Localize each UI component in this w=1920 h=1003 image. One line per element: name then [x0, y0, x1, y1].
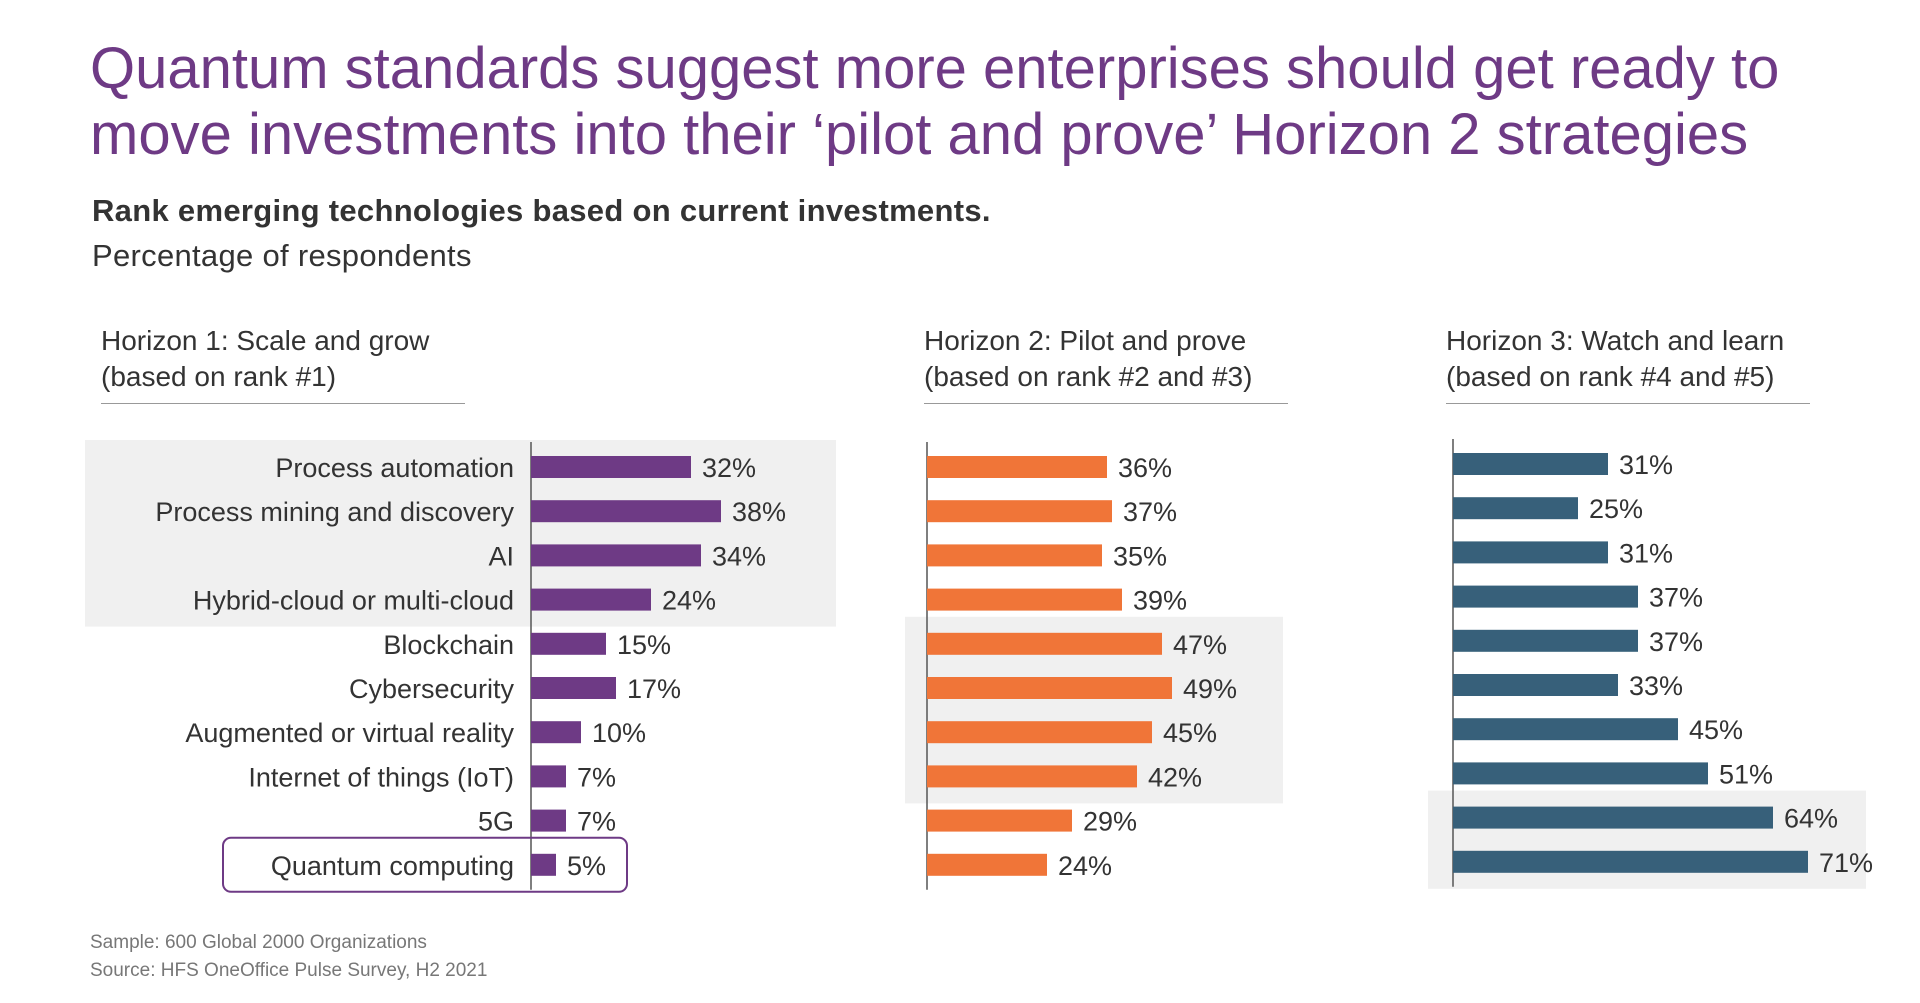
chart-unit-label: Percentage of respondents — [92, 238, 472, 273]
horizon3-bar — [1453, 718, 1678, 741]
horizon2-bar — [927, 544, 1102, 567]
horizon3-bar — [1453, 762, 1708, 785]
horizon2-title: Horizon 2: Pilot and prove — [924, 325, 1247, 356]
horizon2-bar — [927, 853, 1047, 876]
horizon2-value-label: 37% — [1123, 497, 1177, 527]
horizon3-value-label: 31% — [1619, 538, 1673, 568]
horizon3-value-label: 33% — [1629, 671, 1683, 701]
horizon1-bar — [531, 588, 651, 611]
horizon3-bar — [1453, 497, 1578, 520]
horizon3-value-label: 51% — [1719, 759, 1773, 789]
horizon1-bar — [531, 544, 701, 567]
horizon2-value-label: 45% — [1163, 718, 1217, 748]
horizon3-bar — [1453, 674, 1618, 696]
category-label: Hybrid-cloud or multi-cloud — [193, 586, 514, 616]
horizon1-bar — [531, 721, 581, 744]
horizon3-bar — [1453, 541, 1608, 564]
category-label: Quantum computing — [271, 851, 514, 881]
horizon1-value-label: 38% — [732, 497, 786, 527]
horizon3-value-label: 37% — [1649, 583, 1703, 613]
horizon1-bar — [531, 677, 616, 699]
title-line-2: move investments into their ‘pilot and p… — [90, 102, 1749, 167]
horizon1-rule — [101, 403, 465, 404]
horizon3-value-label: 64% — [1784, 804, 1838, 834]
title-line-1: Quantum standards suggest more enterpris… — [90, 36, 1780, 101]
horizon2-value-label: 29% — [1083, 807, 1137, 837]
horizon1-value-label: 7% — [577, 807, 616, 837]
horizon3-bar — [1453, 806, 1773, 829]
horizon3-value-label: 31% — [1619, 450, 1673, 480]
category-label: Process automation — [275, 453, 514, 483]
horizon1-value-label: 15% — [617, 630, 671, 660]
horizon1-value-label: 5% — [567, 851, 606, 881]
horizon2-value-label: 35% — [1113, 541, 1167, 571]
horizon2-value-label: 49% — [1183, 674, 1237, 704]
horizon1-bar — [531, 853, 556, 876]
horizon2-value-label: 39% — [1133, 586, 1187, 616]
horizon2-value-label: 47% — [1173, 630, 1227, 660]
horizon2-header: Horizon 2: Pilot and prove (based on ran… — [924, 323, 1288, 404]
horizon3-title: Horizon 3: Watch and learn — [1446, 325, 1785, 356]
page-title: Quantum standards suggest more enterpris… — [90, 36, 1890, 168]
horizon2-bar — [927, 588, 1122, 611]
horizon2-bar — [927, 456, 1107, 478]
horizon1-value-label: 24% — [662, 586, 716, 616]
horizon3-value-label: 45% — [1689, 715, 1743, 745]
horizon1-bar — [531, 456, 691, 478]
horizon3-bar — [1453, 453, 1608, 475]
horizon2-bar — [927, 500, 1112, 523]
category-label: Internet of things (IoT) — [248, 762, 514, 792]
horizon2-bar — [927, 721, 1152, 744]
horizon1-value-label: 10% — [592, 718, 646, 748]
horizon3-bar — [1453, 585, 1638, 608]
horizon1-value-label: 7% — [577, 762, 616, 792]
horizon1-header: Horizon 1: Scale and grow (based on rank… — [101, 323, 465, 404]
horizon3-subtitle: (based on rank #4 and #5) — [1446, 361, 1775, 392]
horizon1-title: Horizon 1: Scale and grow — [101, 325, 430, 356]
horizon2-subtitle: (based on rank #2 and #3) — [924, 361, 1253, 392]
horizon2-value-label: 24% — [1058, 851, 1112, 881]
horizon2-bar — [927, 809, 1072, 832]
category-label: 5G — [478, 807, 514, 837]
horizon3-header: Horizon 3: Watch and learn (based on ran… — [1446, 323, 1810, 404]
horizon3-value-label: 25% — [1589, 494, 1643, 524]
horizon1-bar — [531, 632, 606, 655]
horizon1-bar — [531, 765, 566, 788]
horizon2-bar — [927, 632, 1162, 655]
horizon3-bar — [1453, 629, 1638, 652]
category-label: AI — [488, 541, 514, 571]
category-label: Cybersecurity — [349, 674, 515, 704]
horizon3-bar — [1453, 850, 1808, 873]
horizon1-highlight — [85, 440, 836, 627]
footnote-source: Source: HFS OneOffice Pulse Survey, H2 2… — [90, 960, 488, 981]
footnote-sample: Sample: 600 Global 2000 Organizations — [90, 932, 427, 953]
horizon3-value-label: 71% — [1819, 848, 1873, 878]
category-label: Process mining and discovery — [155, 497, 514, 527]
horizon1-value-label: 34% — [712, 541, 766, 571]
quantum-computing-callout-box — [222, 836, 628, 893]
horizon2-bar — [927, 677, 1172, 699]
horizon3-value-label: 37% — [1649, 627, 1703, 657]
horizon2-bar — [927, 765, 1137, 788]
horizon2-rule — [924, 403, 1288, 404]
horizon1-subtitle: (based on rank #1) — [101, 361, 337, 392]
horizon3-rule — [1446, 403, 1810, 404]
category-label: Blockchain — [383, 630, 514, 660]
chart-subtitle: Rank emerging technologies based on curr… — [92, 193, 991, 228]
category-label: Augmented or virtual reality — [185, 718, 514, 748]
horizon1-value-label: 17% — [627, 674, 681, 704]
horizon1-value-label: 32% — [702, 453, 756, 483]
horizon1-bar — [531, 809, 566, 832]
horizon1-bar — [531, 500, 721, 523]
horizon2-value-label: 42% — [1148, 762, 1202, 792]
horizon2-value-label: 36% — [1118, 453, 1172, 483]
